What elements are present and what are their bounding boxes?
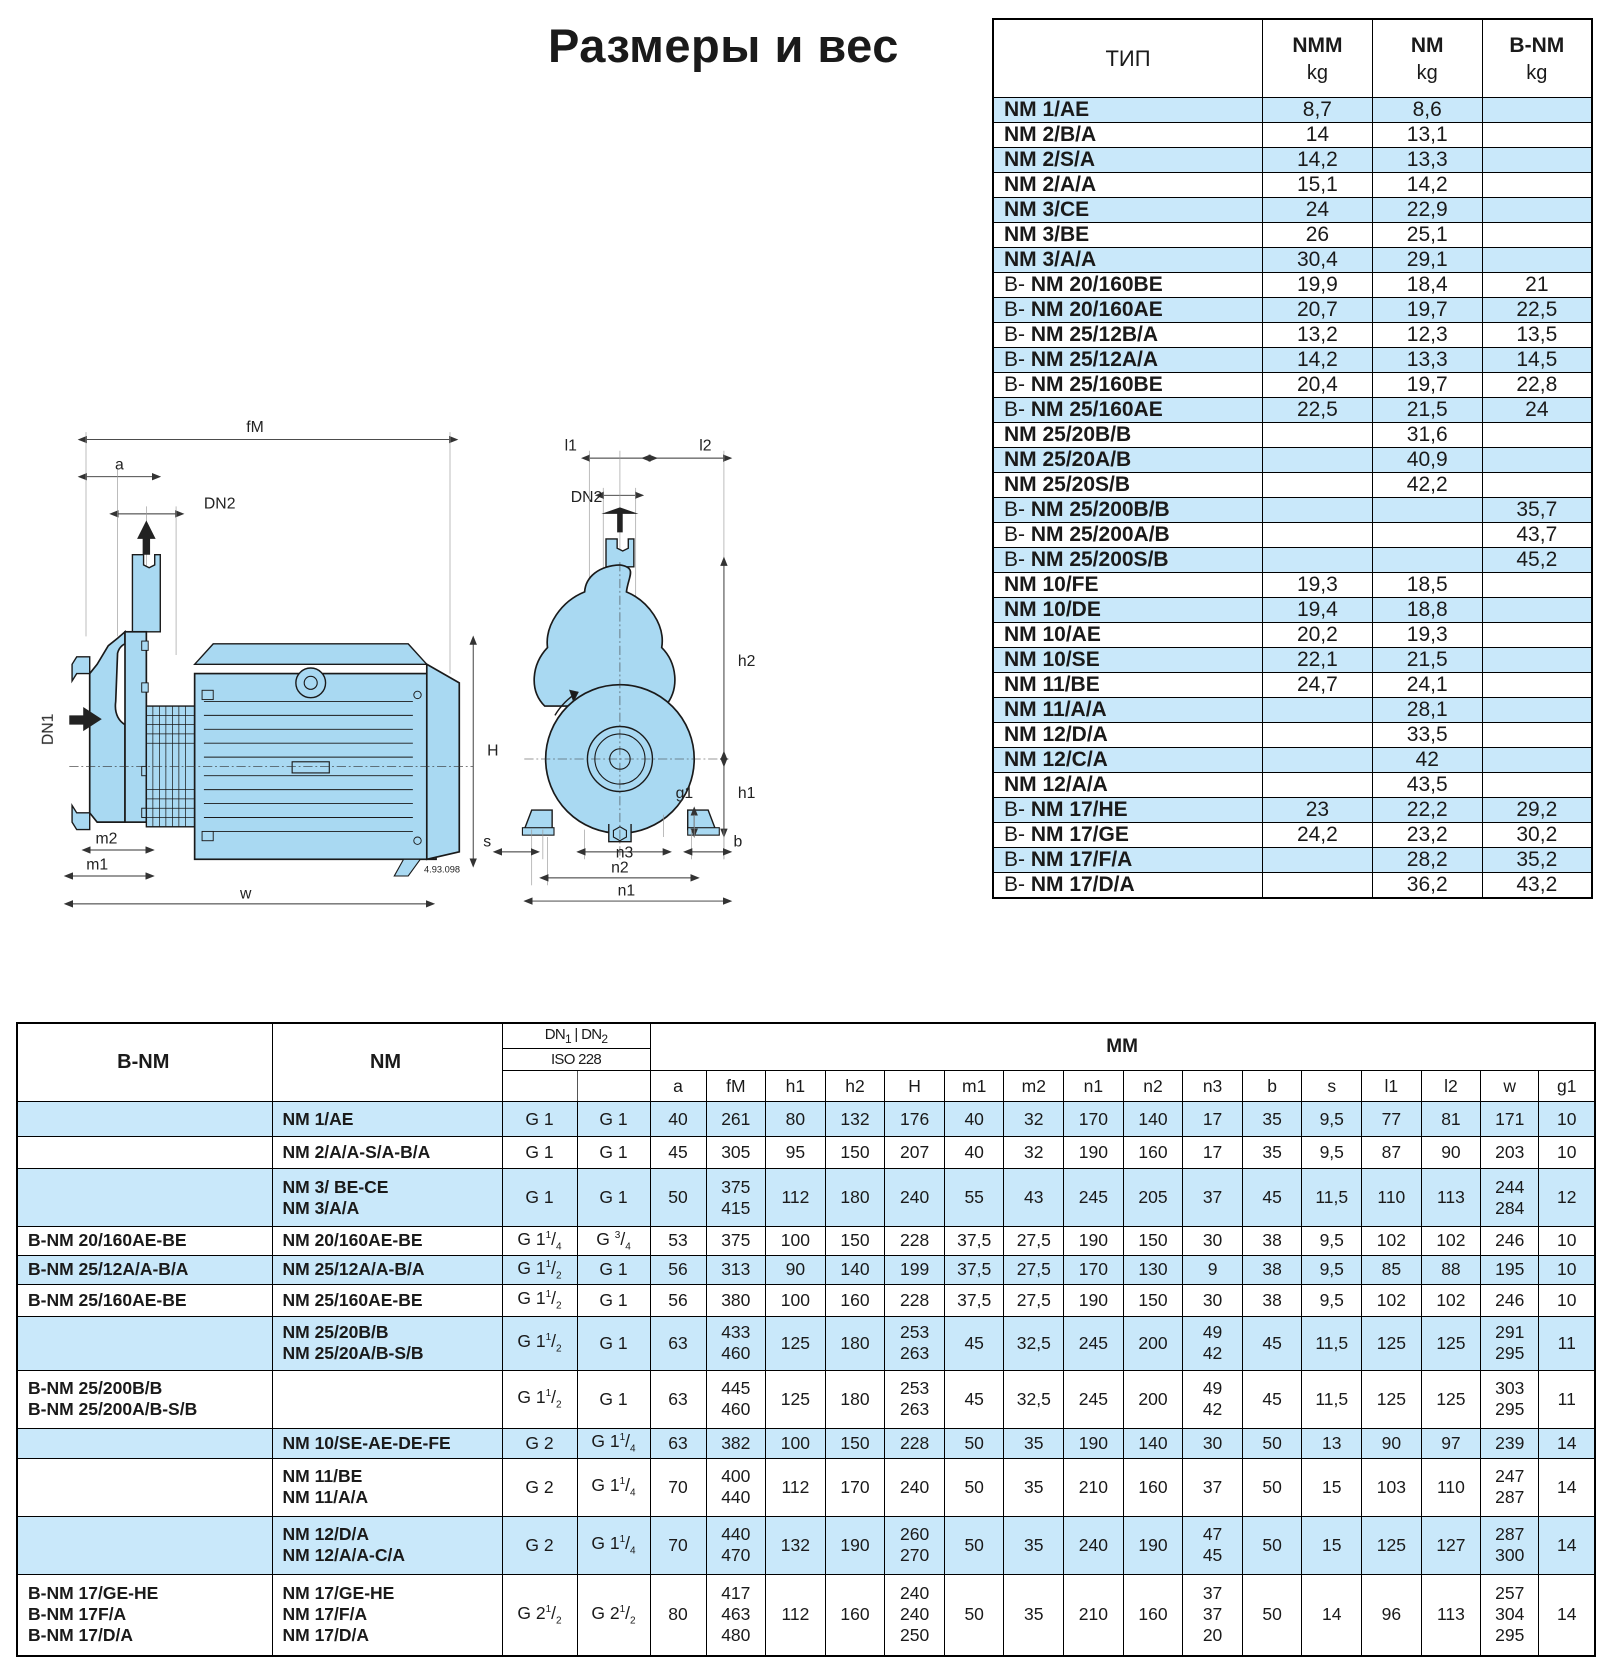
svg-text:H: H	[487, 742, 498, 759]
svg-text:g1: g1	[676, 785, 694, 802]
svg-text:b: b	[733, 833, 742, 850]
svg-text:h1: h1	[738, 785, 756, 802]
svg-text:DN2: DN2	[204, 495, 236, 512]
svg-text:DN2: DN2	[571, 489, 603, 506]
svg-text:m2: m2	[95, 831, 117, 848]
svg-text:n2: n2	[611, 859, 629, 876]
svg-text:a: a	[115, 456, 124, 473]
svg-text:n1: n1	[618, 883, 636, 900]
svg-text:fM: fM	[246, 419, 264, 436]
svg-text:w: w	[239, 885, 252, 902]
svg-text:l2: l2	[699, 438, 711, 455]
svg-text:m1: m1	[86, 857, 108, 874]
svg-text:DN1: DN1	[40, 714, 57, 746]
svg-text:l1: l1	[565, 438, 577, 455]
svg-text:h2: h2	[738, 653, 756, 670]
svg-text:4.93.098: 4.93.098	[424, 864, 460, 874]
svg-text:s: s	[483, 833, 491, 850]
